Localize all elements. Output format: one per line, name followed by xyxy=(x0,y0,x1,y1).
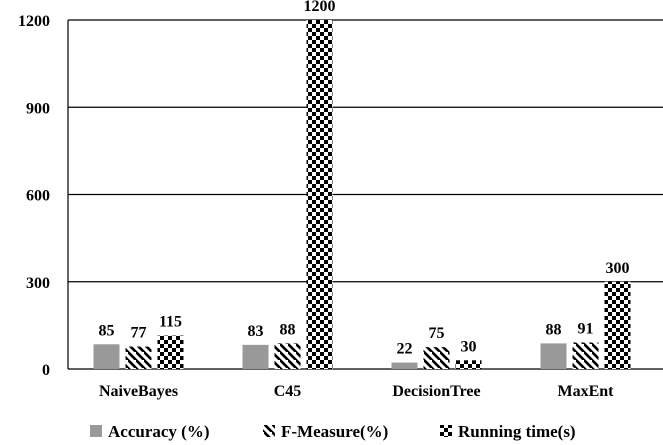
bar-checker-C45 xyxy=(306,20,333,369)
x-tick-label: NaiveBayes xyxy=(99,383,178,400)
x-tick-label: C45 xyxy=(274,383,302,400)
data-label: 75 xyxy=(429,325,445,342)
legend-swatch xyxy=(263,425,275,437)
bar-checker-NaiveBayes xyxy=(157,335,184,369)
data-labels: 85 77 115 83 88 1200 22 75 30 88 91 300 xyxy=(99,0,630,358)
data-label: 300 xyxy=(606,260,630,277)
data-label: 88 xyxy=(546,321,562,338)
legend: Accuracy (%) F-Measure(%) Running time(s) xyxy=(90,422,576,441)
data-label: 83 xyxy=(248,323,264,340)
x-tick-labels: NaiveBayes C45 DecisionTree MaxEnt xyxy=(99,383,614,400)
y-tick-label: 1200 xyxy=(18,13,50,30)
bar-checker-MaxEnt xyxy=(604,281,631,369)
legend-label: F-Measure(%) xyxy=(281,422,388,441)
gridlines xyxy=(68,19,663,283)
data-label: 77 xyxy=(131,325,147,342)
bar-checker-DecisionTree xyxy=(455,360,482,369)
legend-swatch xyxy=(440,425,452,437)
bar-solid-NaiveBayes xyxy=(93,344,120,369)
y-tick-label: 300 xyxy=(26,275,50,292)
data-label: 91 xyxy=(578,321,594,338)
bar-diagonal-C45 xyxy=(274,343,301,369)
bar-solid-C45 xyxy=(242,344,269,369)
legend-swatch xyxy=(90,425,102,437)
bar-solid-DecisionTree xyxy=(391,362,418,369)
data-label: 88 xyxy=(280,321,296,338)
y-tick-label: 600 xyxy=(26,188,50,205)
x-tick-label: MaxEnt xyxy=(558,383,615,400)
bar-diagonal-DecisionTree xyxy=(423,347,450,369)
bars xyxy=(93,20,631,369)
data-label: 22 xyxy=(397,341,413,358)
legend-label: Accuracy (%) xyxy=(108,422,210,441)
bar-solid-MaxEnt xyxy=(540,343,567,369)
y-tick-labels: 0 300 600 900 1200 xyxy=(18,13,50,379)
data-label: 1200 xyxy=(304,0,336,15)
bar-diagonal-MaxEnt xyxy=(572,342,599,369)
data-label: 30 xyxy=(461,338,477,355)
y-tick-label: 900 xyxy=(26,100,50,117)
x-tick-label: DecisionTree xyxy=(392,383,480,400)
legend-label: Running time(s) xyxy=(458,422,576,441)
bar-diagonal-NaiveBayes xyxy=(125,346,152,369)
data-label: 85 xyxy=(99,322,115,339)
y-tick-label: 0 xyxy=(42,362,50,379)
data-label: 115 xyxy=(159,314,182,331)
